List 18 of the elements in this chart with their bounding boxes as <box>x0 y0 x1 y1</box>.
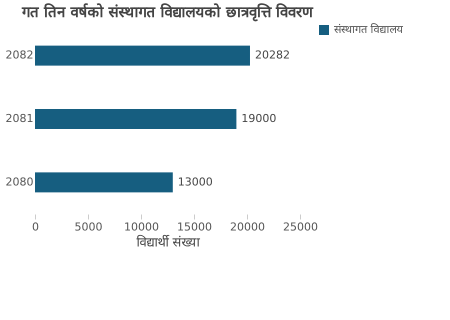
x-axis-title: विद्यार्थी संख्या <box>136 234 201 250</box>
data-label: 13000 <box>178 175 213 188</box>
y-tick-label: 2081 <box>6 112 34 125</box>
y-tick-label: 2080 <box>6 175 34 188</box>
x-tick-label: 25000 <box>283 220 318 234</box>
x-tick-label: 15000 <box>177 220 212 234</box>
y-tick-label: 2082 <box>6 48 34 62</box>
bar <box>35 46 250 66</box>
data-label: 20282 <box>254 48 290 62</box>
x-tick-label: 20000 <box>230 220 265 234</box>
data-label: 19000 <box>241 112 276 125</box>
bar <box>35 109 236 129</box>
x-tick-label: 0 <box>32 220 39 234</box>
bar <box>35 172 173 192</box>
x-tick-label: 5000 <box>74 220 102 234</box>
legend-label: संस्थागत विद्यालय <box>334 23 404 36</box>
chart-title: गत तिन वर्षको संस्थागत विद्यालयको छात्रवृत्ति विवरण <box>20 3 314 22</box>
x-tick-label: 10000 <box>124 220 159 234</box>
